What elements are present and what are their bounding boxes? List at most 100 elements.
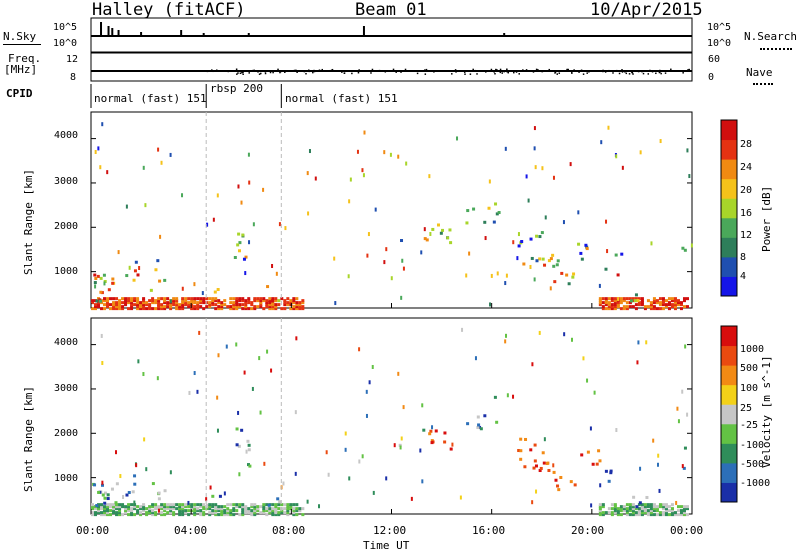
velocity-cell — [541, 451, 545, 455]
nave-point — [308, 69, 310, 71]
velocity-cell — [276, 497, 280, 501]
power-colorbar-tick: 24 — [740, 162, 753, 173]
nave-point — [439, 70, 442, 72]
velocity-cell — [400, 436, 403, 441]
velocity-cell — [103, 509, 107, 513]
velocity-cell — [529, 448, 533, 452]
velocity-cell — [199, 511, 203, 515]
velocity-cell — [428, 432, 432, 436]
velocity-cell — [631, 505, 635, 509]
velocity-cell — [172, 513, 176, 517]
power-cell — [109, 307, 113, 311]
velocity-colorbar-tick: 500 — [740, 363, 759, 374]
power-cell — [91, 307, 94, 311]
power-cell — [270, 299, 274, 303]
velocity-cell — [139, 505, 143, 509]
velocity-cell — [154, 511, 158, 515]
velocity-cell — [601, 513, 605, 517]
nave-point — [664, 72, 667, 74]
power-cell — [244, 299, 248, 303]
power-colorbar-segment — [721, 217, 737, 238]
velocity-cell — [631, 509, 635, 513]
velocity-cell — [598, 507, 602, 511]
power-cell — [211, 303, 215, 307]
power-cell — [646, 299, 650, 303]
velocity-colorbar-tick: 1000 — [740, 344, 765, 355]
velocity-cell — [127, 507, 131, 511]
velocity-cell — [143, 437, 146, 442]
velocity-cell — [649, 513, 653, 517]
power-cell — [109, 303, 113, 307]
power-cell — [298, 301, 302, 305]
velocity-cell — [372, 490, 375, 495]
station-title: Halley (fitACF) — [92, 0, 246, 20]
cpid-segment-label: normal (fast) 151 — [94, 92, 207, 105]
power-cell — [160, 307, 164, 311]
velocity-cell — [226, 513, 230, 517]
nave-point — [506, 70, 508, 73]
velocity-cell — [232, 509, 236, 513]
velocity-cell — [157, 497, 161, 501]
velocity-cell — [121, 513, 125, 517]
velocity-cell — [232, 503, 236, 507]
power-cell — [425, 238, 429, 242]
power-cell — [142, 299, 146, 303]
nave-tick-high: 60 — [708, 54, 721, 65]
power-cell — [241, 303, 245, 307]
velocity-cell — [232, 507, 236, 511]
power-cell — [202, 299, 206, 303]
velocity-cell — [658, 513, 662, 517]
velocity-cell — [670, 503, 674, 507]
power-cell — [535, 259, 539, 263]
power-cell — [676, 301, 680, 305]
power-cell — [96, 274, 100, 278]
velocity-cell — [202, 507, 206, 511]
power-cell — [308, 149, 311, 154]
velocity-cell — [169, 507, 173, 511]
power-cell — [601, 297, 605, 301]
velocity-cell — [643, 509, 647, 513]
velocity-cell — [103, 505, 107, 509]
power-cell — [196, 303, 200, 307]
power-cell — [232, 297, 236, 301]
power-cell — [229, 305, 233, 309]
velocity-cell — [628, 513, 632, 517]
power-cell — [253, 305, 257, 309]
velocity-cell — [613, 507, 617, 511]
power-cell — [676, 299, 680, 303]
power-cell — [103, 297, 107, 301]
velocity-colorbar-segment — [721, 482, 737, 503]
power-cell — [139, 303, 143, 307]
velocity-cell — [686, 412, 689, 417]
power-cell — [112, 305, 116, 309]
power-cell — [598, 283, 601, 288]
power-cell — [159, 234, 162, 239]
velocity-cell — [664, 505, 668, 509]
velocity-colorbar-segment — [721, 443, 737, 464]
power-cell — [556, 259, 560, 263]
nave-point — [633, 70, 636, 72]
nave-point — [223, 70, 226, 72]
velocity-cell — [142, 509, 146, 513]
x-tick-label: 04:00 — [174, 524, 208, 537]
power-cell — [667, 303, 671, 307]
power-cell — [94, 149, 97, 154]
velocity-cell — [133, 507, 137, 511]
velocity-cell — [616, 509, 620, 513]
velocity-cell — [229, 511, 233, 515]
velocity-cell — [241, 505, 245, 509]
power-cell — [652, 305, 656, 309]
velocity-cell — [478, 425, 482, 429]
power-cell — [238, 303, 242, 307]
nave-point — [660, 72, 662, 75]
velocity-cell — [679, 509, 683, 513]
velocity-cell — [202, 505, 206, 509]
velocity-cell — [157, 508, 160, 513]
velocity-cell — [95, 504, 99, 508]
power-cell — [283, 303, 287, 307]
nave-point — [242, 73, 244, 75]
velocity-cell — [609, 471, 613, 475]
power-cell — [252, 222, 255, 227]
velocity-cell — [563, 332, 566, 337]
power-cell — [446, 236, 450, 240]
